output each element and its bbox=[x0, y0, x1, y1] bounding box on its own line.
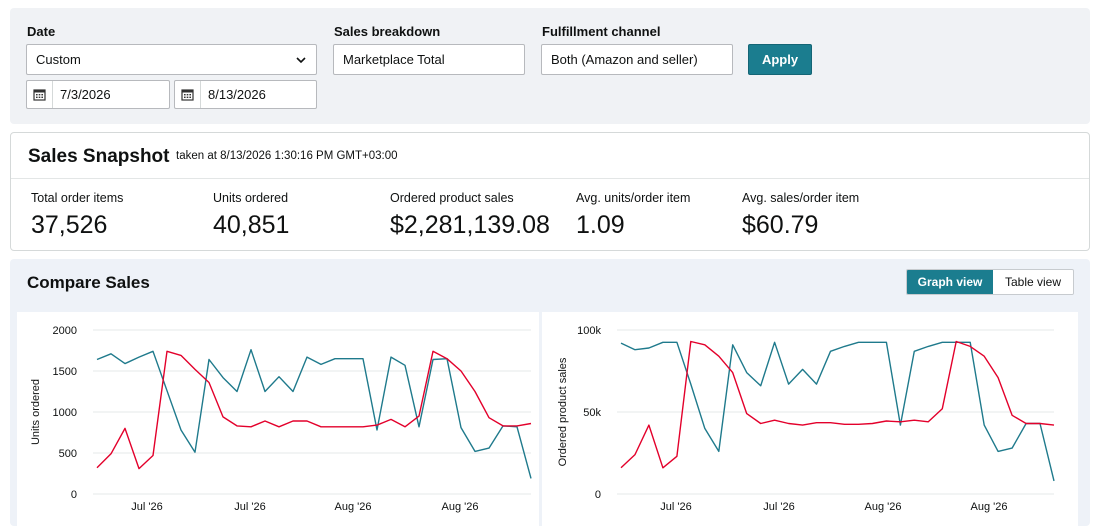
metric-label: Total order items bbox=[31, 191, 124, 205]
metric-units-ordered: Units ordered 40,851 bbox=[213, 191, 289, 240]
date-range-value: Custom bbox=[36, 52, 81, 67]
metric-avg-sales-per-order-item: Avg. sales/order item $60.79 bbox=[742, 191, 859, 240]
sales-breakdown-select[interactable]: Marketplace Total bbox=[333, 44, 525, 75]
x-tick-label: Jul '26 bbox=[234, 501, 265, 513]
y-tick-label: 50k bbox=[583, 407, 601, 419]
x-tick-label: Jul '26 bbox=[131, 501, 162, 513]
y-tick-label: 2000 bbox=[53, 325, 77, 337]
metric-label: Avg. units/order item bbox=[576, 191, 691, 205]
y-tick-label: 0 bbox=[595, 489, 601, 501]
compare-sales-section: Compare Sales Graph view Table view 0 500… bbox=[10, 259, 1090, 526]
start-date-value: 7/3/2026 bbox=[60, 87, 111, 102]
y-tick-label: 1000 bbox=[53, 407, 77, 419]
snapshot-timestamp: taken at 8/13/2026 1:30:16 PM GMT+03:00 bbox=[176, 150, 398, 162]
fulfillment-channel-label: Fulfillment channel bbox=[542, 24, 661, 39]
teal-series-line bbox=[96, 349, 532, 479]
units-ordered-chart: 0 500 1000 1500 2000 Units ordered Jul '26 Jul … bbox=[17, 312, 539, 526]
ordered-product-sales-chart-svg: 0 50k 100k Ordered product sales Jul '26 Jul … bbox=[557, 325, 1055, 513]
y-axis-label: Units ordered bbox=[30, 379, 42, 445]
end-date-value: 8/13/2026 bbox=[208, 87, 266, 102]
table-view-button[interactable]: Table view bbox=[993, 270, 1073, 294]
graph-view-button[interactable]: Graph view bbox=[907, 270, 993, 294]
sales-snapshot-card: Sales Snapshot taken at 8/13/2026 1:30:1… bbox=[10, 132, 1090, 251]
sales-breakdown-value: Marketplace Total bbox=[343, 52, 445, 67]
metric-label: Ordered product sales bbox=[390, 191, 514, 205]
x-tick-label: Jul '26 bbox=[660, 501, 691, 513]
metric-value: $60.79 bbox=[742, 211, 819, 239]
fulfillment-channel-select[interactable]: Both (Amazon and seller) bbox=[541, 44, 733, 75]
chevron-down-icon bbox=[296, 56, 306, 63]
filter-panel: Date Custom 7/3/2026 8/13/2026 Sales bre… bbox=[10, 8, 1090, 124]
fulfillment-channel-value: Both (Amazon and seller) bbox=[551, 52, 698, 67]
red-series-line bbox=[96, 350, 532, 470]
y-tick-label: 1500 bbox=[53, 366, 77, 378]
apply-button[interactable]: Apply bbox=[748, 44, 812, 75]
units-ordered-chart-svg: 0 500 1000 1500 2000 Units ordered Jul '26 Jul … bbox=[30, 325, 532, 513]
date-range-select[interactable]: Custom bbox=[26, 44, 317, 75]
metric-value: 1.09 bbox=[576, 211, 625, 239]
snapshot-title: Sales Snapshot bbox=[28, 146, 170, 167]
x-tick-label: Jul '26 bbox=[763, 501, 794, 513]
view-toggle: Graph view Table view bbox=[906, 269, 1074, 295]
teal-series-line bbox=[620, 341, 1055, 482]
calendar-icon[interactable] bbox=[27, 81, 53, 108]
start-date-field[interactable]: 7/3/2026 bbox=[26, 80, 170, 109]
ordered-product-sales-chart: 0 50k 100k Ordered product sales Jul '26 Jul … bbox=[542, 312, 1078, 526]
y-tick-label: 100k bbox=[577, 325, 601, 337]
y-tick-label: 500 bbox=[59, 448, 77, 460]
metric-label: Avg. sales/order item bbox=[742, 191, 860, 205]
red-series-line bbox=[620, 340, 1055, 469]
metric-label: Units ordered bbox=[213, 191, 289, 205]
x-tick-label: Aug '26 bbox=[971, 501, 1008, 513]
metric-ordered-product-sales: Ordered product sales $2,281,139.08 bbox=[390, 191, 550, 240]
metric-value: 40,851 bbox=[213, 211, 290, 239]
compare-sales-title: Compare Sales bbox=[27, 273, 150, 292]
y-tick-label: 0 bbox=[71, 489, 77, 501]
date-label: Date bbox=[27, 24, 56, 39]
x-tick-label: Aug '26 bbox=[865, 501, 902, 513]
snapshot-header: Sales Snapshot taken at 8/13/2026 1:30:1… bbox=[11, 133, 1089, 179]
metric-value: $2,281,139.08 bbox=[390, 211, 550, 239]
x-tick-label: Aug '26 bbox=[442, 501, 479, 513]
sales-breakdown-label: Sales breakdown bbox=[334, 24, 441, 39]
x-tick-label: Aug '26 bbox=[335, 501, 372, 513]
calendar-icon[interactable] bbox=[175, 81, 201, 108]
metric-avg-units-per-order-item: Avg. units/order item 1.09 bbox=[576, 191, 690, 240]
end-date-field[interactable]: 8/13/2026 bbox=[174, 80, 317, 109]
metric-value: 37,526 bbox=[31, 211, 108, 239]
y-axis-label: Ordered product sales bbox=[557, 357, 569, 466]
metric-total-order-items: Total order items 37,526 bbox=[31, 191, 123, 240]
